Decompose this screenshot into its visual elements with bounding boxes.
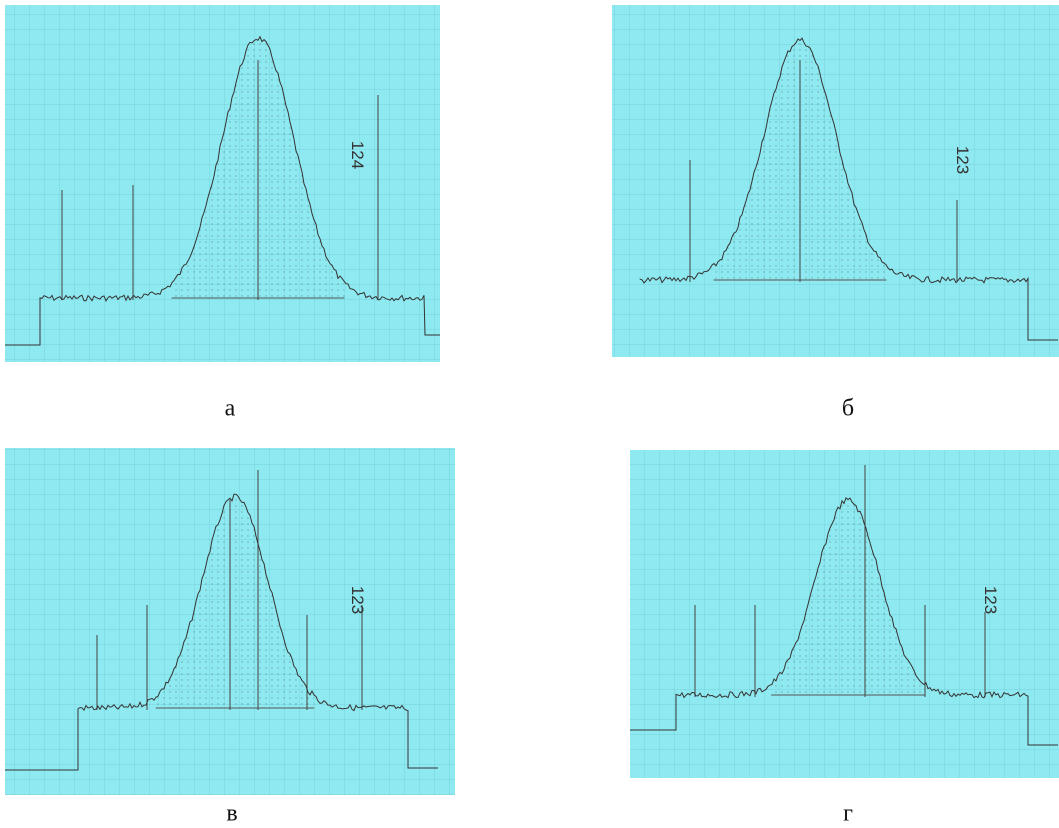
chart-strip: 124 а bbox=[5, 5, 440, 422]
peak-area bbox=[155, 494, 315, 708]
chart-strip: 123 г bbox=[630, 450, 1059, 827]
chart-strip: 123 б bbox=[612, 5, 1059, 422]
panel-label: г bbox=[843, 801, 853, 827]
handwritten-note: 123 bbox=[348, 586, 367, 614]
panel-label: б bbox=[842, 396, 854, 422]
handwritten-note: 123 bbox=[981, 586, 1000, 614]
peak-area bbox=[771, 497, 925, 695]
handwritten-note: 124 bbox=[348, 141, 367, 169]
handwritten-note: 123 bbox=[953, 146, 972, 174]
trace bbox=[5, 493, 438, 771]
trace bbox=[5, 35, 440, 346]
trace bbox=[639, 37, 1058, 341]
panel-label: а bbox=[225, 396, 236, 422]
panel-label: в bbox=[226, 801, 237, 827]
chart-strip: 123 в bbox=[5, 448, 455, 827]
trace bbox=[630, 496, 1058, 746]
